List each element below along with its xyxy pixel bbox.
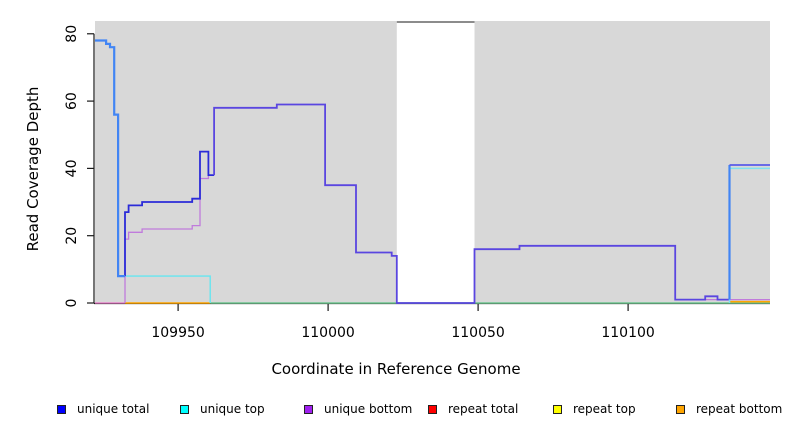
legend-label: repeat total [448, 402, 519, 416]
legend-label: repeat bottom [696, 402, 783, 416]
repeat-total-swatch-icon [428, 404, 437, 414]
legend-label: unique total [77, 402, 150, 416]
svg-text:20: 20 [64, 227, 80, 245]
legend-item-unique-total: unique total [57, 400, 149, 418]
unique-total-swatch-icon [57, 404, 66, 414]
legend-item-repeat-bottom: repeat bottom [676, 400, 782, 418]
trace-unique-total-navy [124, 150, 215, 277]
svg-text:110000: 110000 [301, 325, 354, 341]
legend-label: repeat top [573, 402, 636, 416]
unique-top-swatch-icon [180, 404, 189, 414]
svg-text:110050: 110050 [451, 325, 504, 341]
trace-unique-total-lightblue-left [95, 39, 125, 278]
legend-item-unique-top: unique top [180, 400, 265, 418]
svg-text:40: 40 [64, 159, 80, 177]
x-axis-title: Coordinate in Reference Genome [271, 360, 521, 378]
unique-bottom-swatch-icon [304, 404, 313, 414]
trace-unique-bottom-steps [124, 174, 215, 303]
repeat-top-swatch-icon [553, 404, 562, 414]
legend-label: unique top [200, 402, 265, 416]
repeat-bottom-swatch-icon [676, 404, 685, 414]
legend-item-repeat-top: repeat top [553, 400, 636, 418]
legend-item-repeat-total: repeat total [428, 400, 518, 418]
legend-label: unique bottom [324, 402, 413, 416]
y-axis-title: Read Coverage Depth [24, 86, 42, 252]
svg-text:60: 60 [64, 92, 80, 110]
trace-unique-top-left [125, 275, 211, 303]
svg-text:80: 80 [64, 25, 80, 43]
legend: unique total unique top unique bottom re… [0, 400, 792, 424]
legend-item-unique-bottom: unique bottom [304, 400, 412, 418]
svg-text:109950: 109950 [151, 325, 204, 341]
trace-unique-total-violet [213, 103, 730, 304]
svg-text:110100: 110100 [601, 325, 654, 341]
svg-text:0: 0 [64, 299, 80, 308]
